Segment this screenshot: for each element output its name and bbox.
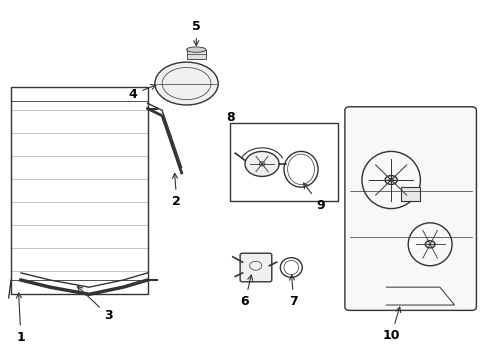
Ellipse shape [389,178,393,182]
Ellipse shape [187,47,206,52]
Text: 5: 5 [192,20,200,46]
Text: 7: 7 [290,275,298,308]
Bar [187,50,206,59]
Ellipse shape [259,162,265,166]
Ellipse shape [155,62,218,105]
Text: 9: 9 [303,183,325,212]
Text: 4: 4 [128,85,156,101]
Bar [401,187,420,202]
Ellipse shape [425,241,435,248]
FancyBboxPatch shape [345,107,476,310]
Text: 6: 6 [241,275,253,308]
Text: 1: 1 [16,293,25,344]
Ellipse shape [385,176,397,184]
Text: 3: 3 [77,286,113,322]
Bar [11,87,147,294]
Text: 8: 8 [226,111,235,124]
Ellipse shape [245,152,279,176]
Bar [230,123,338,202]
Text: 2: 2 [172,173,181,208]
FancyBboxPatch shape [240,253,272,282]
Text: 10: 10 [382,307,401,342]
